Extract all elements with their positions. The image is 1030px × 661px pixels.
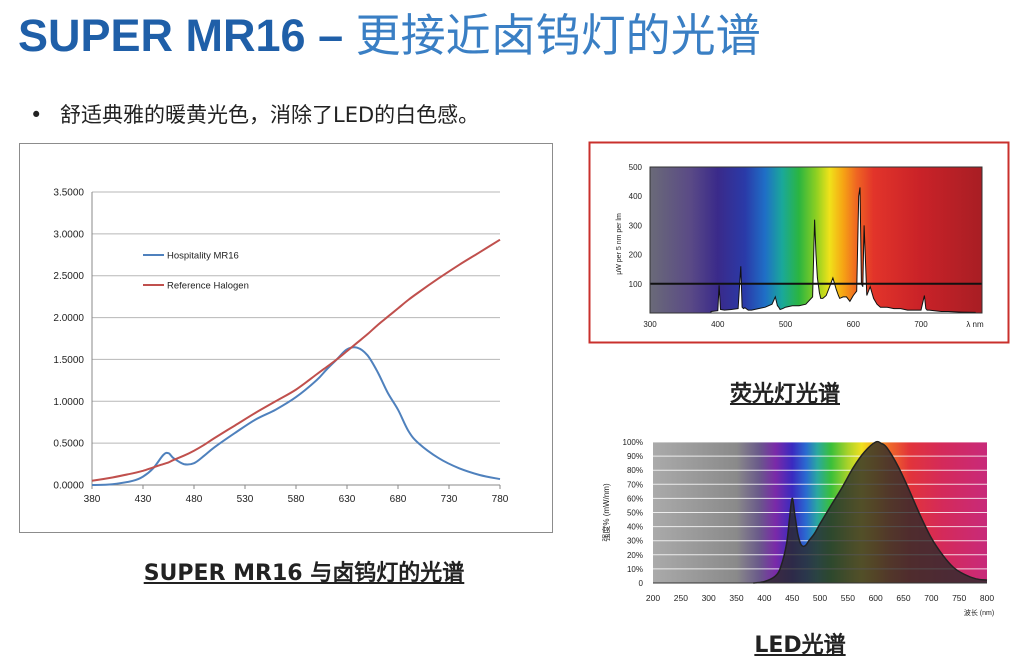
x-tick-label: 200 xyxy=(646,593,660,603)
x-tick-label: 580 xyxy=(288,494,305,505)
spectrum-emission xyxy=(710,187,976,314)
spectrum-curve xyxy=(753,440,988,584)
slide-title-product: SUPER MR16 – xyxy=(18,10,344,61)
y-tick-label: 30% xyxy=(627,537,643,546)
led-spectrum-chart: 0 10% 20% 30% 40% 50% 60% 70% 80% 90% 100% 200 250 30… xyxy=(601,438,994,617)
y-tick-label: 3.5000 xyxy=(53,188,84,199)
bullet-point: • 舒适典雅的暖黄光色，消除了LED的白色感。 xyxy=(30,100,479,130)
x-tick-label: 700 xyxy=(914,320,928,329)
y-tick-label: 0 xyxy=(639,579,644,588)
x-tick-label: 480 xyxy=(186,494,203,505)
x-tick-label: 750 xyxy=(952,593,966,603)
x-tick-label: 430 xyxy=(135,494,152,505)
y-tick-label: 1.0000 xyxy=(53,397,84,408)
spectrum-area xyxy=(753,441,987,583)
x-tick-label: 600 xyxy=(847,320,861,329)
bullet-text: 舒适典雅的暖黄光色，消除了LED的白色感。 xyxy=(60,103,480,127)
y-tick-label: 90% xyxy=(627,452,643,461)
x-tick-label: 250 xyxy=(674,593,688,603)
led-chart-panel: 0 10% 20% 30% 40% 50% 60% 70% 80% 90% 100% 200 250 30… xyxy=(595,432,1025,622)
plot-border xyxy=(649,166,983,314)
x-tick-label: 600 xyxy=(869,593,883,603)
fluorescent-caption: 荧光灯光谱 xyxy=(729,382,840,407)
main-spectrum-chart: 0.0000 0.5000 1.0000 1.5000 2.0000 2.5000 3.00… xyxy=(19,143,553,533)
slide-title-subtitle: 更接近卤钨灯的光谱 xyxy=(355,9,761,62)
y-tick-label: 200 xyxy=(629,251,643,260)
x-tick-label: 650 xyxy=(896,593,910,603)
y-tick-label: 100 xyxy=(629,280,643,289)
y-tick-label: 0.5000 xyxy=(53,439,84,450)
y-tick-label: 40% xyxy=(627,523,643,532)
legend-entry: Reference Halogen xyxy=(167,281,249,292)
y-tick-label: 1.5000 xyxy=(53,355,84,366)
x-tick-label: 780 xyxy=(492,494,509,505)
y-tick-label: 300 xyxy=(629,221,643,230)
main-chart-caption: SUPER MR16 与卤钨灯的光谱 xyxy=(143,561,465,586)
x-tick-label: 450 xyxy=(785,593,799,603)
y-tick-label: 500 xyxy=(629,163,643,172)
y-tick-label: 10% xyxy=(627,565,643,574)
y-axis-label: μW per 5 nm per lm xyxy=(616,213,623,275)
y-tick-label: 20% xyxy=(627,551,643,560)
x-tick-label: 530 xyxy=(237,494,254,505)
y-tick-label: 80% xyxy=(627,466,643,475)
y-tick-label: 70% xyxy=(627,480,643,489)
x-tick-label: 700 xyxy=(924,593,938,603)
x-tick-label: 730 xyxy=(441,494,458,505)
x-axis-label: 波长 (nm) xyxy=(964,608,994,617)
slide-title: SUPER MR16 – 更接近卤钨灯的光谱 xyxy=(18,2,761,70)
x-tick-label: 300 xyxy=(643,320,657,329)
led-caption: LED光谱 xyxy=(754,633,846,658)
chart-frame xyxy=(19,143,553,533)
x-tick-label: 400 xyxy=(757,593,771,603)
x-tick-label: 300 xyxy=(702,593,716,603)
x-unit-label: λ nm xyxy=(966,320,984,329)
x-tick-label: 350 xyxy=(729,593,743,603)
x-tick-label: 500 xyxy=(813,593,827,603)
y-tick-label: 50% xyxy=(627,509,643,518)
x-tick-label: 680 xyxy=(390,494,407,505)
x-tick-label: 500 xyxy=(779,320,793,329)
y-tick-label: 2.5000 xyxy=(53,271,84,282)
y-tick-label: 400 xyxy=(629,192,643,201)
series-line-reference-halogen xyxy=(91,238,501,482)
x-tick-label: 380 xyxy=(84,494,101,505)
bullet-marker: • xyxy=(30,103,43,127)
y-tick-label: 0.0000 xyxy=(53,481,84,492)
y-axis-label: 强度% (mW/nm) xyxy=(601,483,611,542)
x-tick-label: 400 xyxy=(711,320,725,329)
x-tick-label: 630 xyxy=(339,494,356,505)
y-tick-label: 100% xyxy=(623,438,643,447)
y-tick-label: 3.0000 xyxy=(53,229,84,240)
series-line-hospitality-mr16 xyxy=(91,346,501,486)
x-tick-label: 550 xyxy=(841,593,855,603)
legend-entry: Hospitality MR16 xyxy=(167,251,239,262)
y-tick-label: 60% xyxy=(627,494,643,503)
fluorescent-spectrum-chart: 100 200 300 400 500 300 400 500 600 700 λ nm μW per… xyxy=(588,141,1010,344)
main-chart-panel: 0.0000 0.5000 1.0000 1.5000 2.0000 2.5000 3.00… xyxy=(19,143,553,533)
y-tick-label: 2.0000 xyxy=(53,313,84,324)
fluorescent-chart-panel: 100 200 300 400 500 300 400 500 600 700 λ nm μW per… xyxy=(588,141,1010,344)
x-tick-label: 800 xyxy=(980,593,994,603)
